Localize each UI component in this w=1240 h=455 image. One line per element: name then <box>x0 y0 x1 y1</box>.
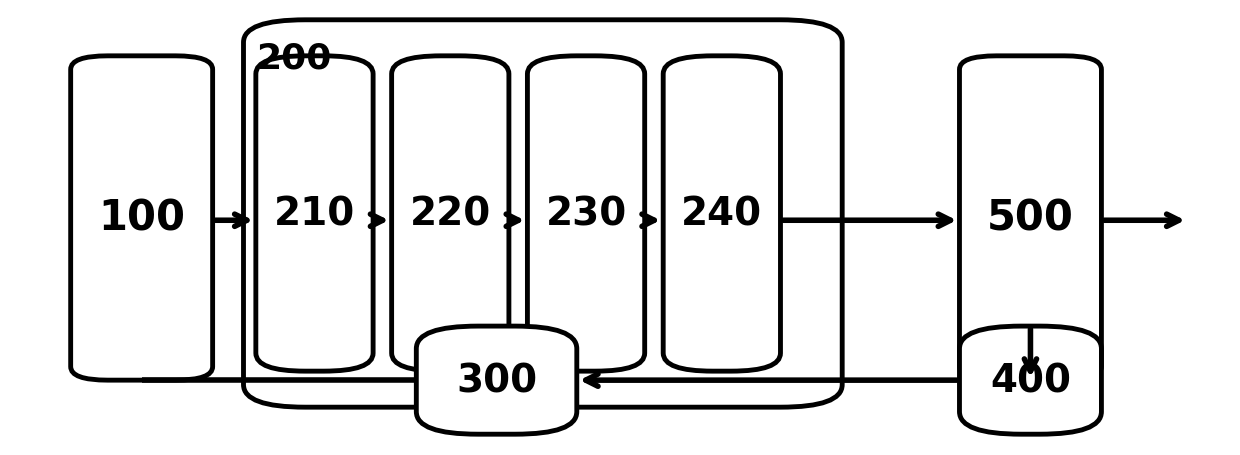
Text: 220: 220 <box>409 195 491 233</box>
FancyBboxPatch shape <box>392 57 508 371</box>
Text: 200: 200 <box>255 41 331 75</box>
Text: 500: 500 <box>987 197 1074 239</box>
Text: 400: 400 <box>990 361 1071 399</box>
Text: 300: 300 <box>456 361 537 399</box>
Text: 100: 100 <box>98 197 185 239</box>
FancyBboxPatch shape <box>417 326 577 434</box>
FancyBboxPatch shape <box>960 326 1101 434</box>
Text: 210: 210 <box>274 195 355 233</box>
Text: 230: 230 <box>546 195 626 233</box>
FancyBboxPatch shape <box>663 57 780 371</box>
Text: 240: 240 <box>681 195 763 233</box>
FancyBboxPatch shape <box>527 57 645 371</box>
FancyBboxPatch shape <box>960 57 1101 380</box>
FancyBboxPatch shape <box>243 21 842 407</box>
FancyBboxPatch shape <box>255 57 373 371</box>
FancyBboxPatch shape <box>71 57 212 380</box>
